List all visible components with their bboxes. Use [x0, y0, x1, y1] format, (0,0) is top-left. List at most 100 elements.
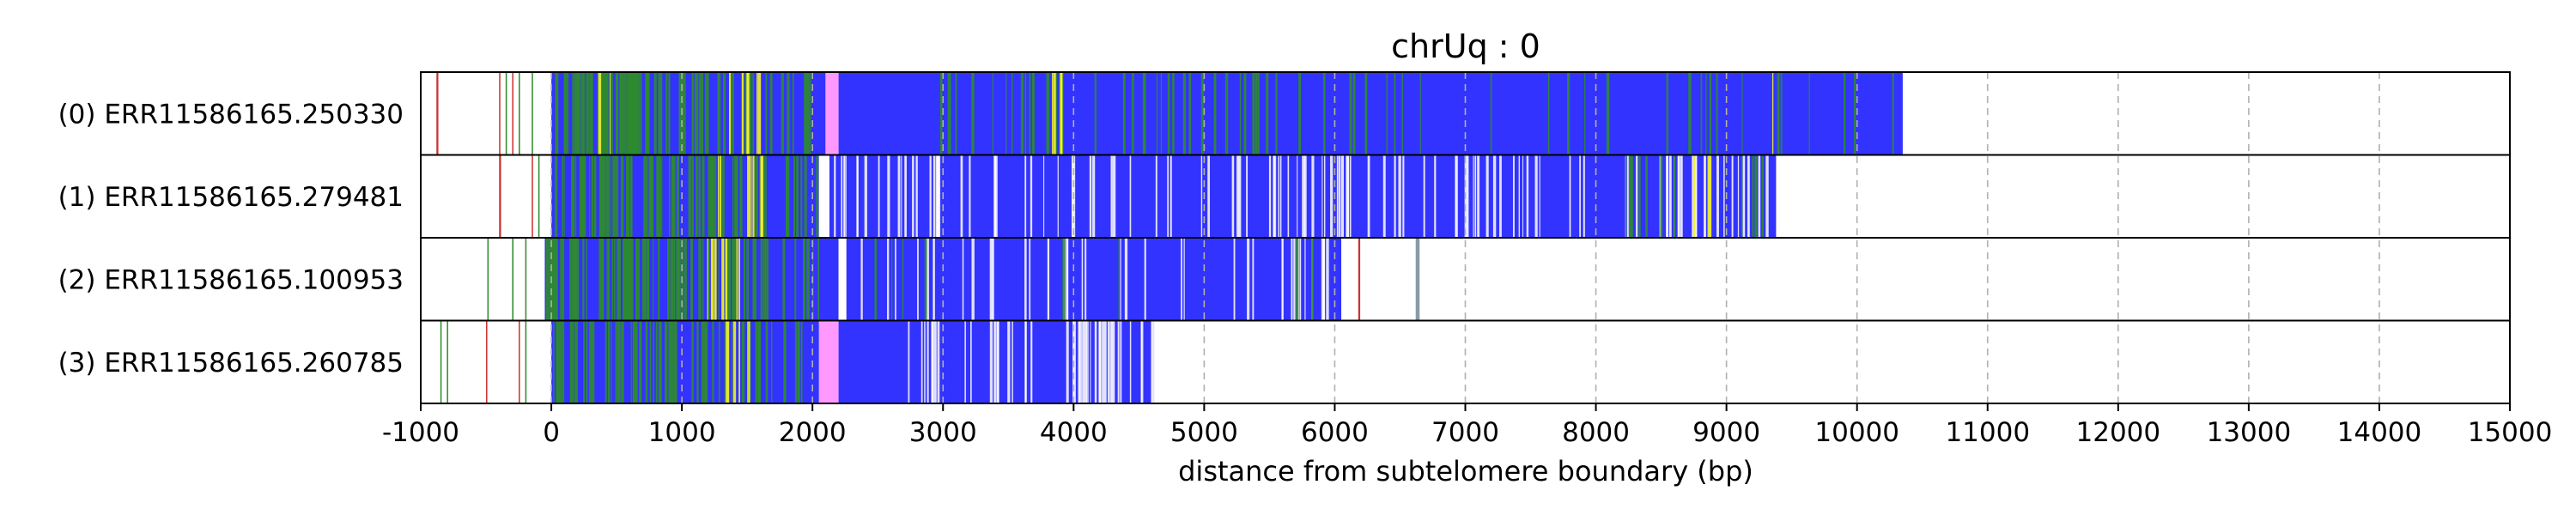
read-stripe	[620, 154, 624, 238]
read-stripe	[673, 238, 675, 321]
read-stripe	[1485, 154, 1489, 238]
read-stripe	[947, 72, 951, 155]
read-stripe	[630, 320, 632, 403]
read-stripe	[648, 154, 652, 238]
read-stripe	[891, 238, 893, 321]
read-stripe	[726, 320, 728, 403]
read-stripe	[1645, 154, 1648, 238]
read-stripe	[756, 72, 758, 155]
read-stripe	[580, 72, 584, 155]
read-stripe	[804, 154, 807, 238]
read-stripe	[1336, 154, 1339, 238]
read-stripe	[1569, 154, 1571, 238]
read-stripe	[991, 238, 994, 321]
read-stripe	[1808, 72, 1810, 155]
read-stripe	[626, 72, 630, 155]
read-stripe	[1110, 320, 1113, 403]
read-stripe	[887, 154, 890, 238]
read-stripe	[586, 72, 589, 155]
read-stripe	[643, 154, 647, 238]
read-stripe	[754, 154, 756, 238]
read-stripe	[582, 238, 585, 321]
read-stripe	[1275, 154, 1277, 238]
read-stripe	[989, 320, 993, 403]
read-stripe	[1273, 154, 1276, 238]
read-stripe	[1707, 154, 1710, 238]
read-stripe	[671, 238, 674, 321]
read-stripe	[708, 154, 711, 238]
read-stripe	[917, 238, 919, 321]
read-stripe	[746, 72, 749, 155]
read-stripe	[1338, 154, 1340, 238]
read-stripe	[1291, 238, 1293, 321]
read-stripe	[995, 154, 998, 238]
read-stripe	[750, 154, 751, 238]
read-stripe	[878, 154, 880, 238]
read-stripe	[727, 238, 731, 321]
read-stripe	[1716, 72, 1718, 155]
read-stripe	[1200, 154, 1203, 238]
read-stripe	[1132, 72, 1134, 155]
read-stripe	[787, 72, 790, 155]
read-segment	[525, 320, 527, 403]
read-stripe	[1246, 154, 1249, 238]
read-stripe	[755, 154, 758, 238]
read-stripe	[570, 320, 572, 403]
read-stripe	[589, 154, 591, 238]
read-stripe	[1094, 72, 1097, 155]
read-stripe	[1098, 320, 1102, 403]
read-segment	[499, 154, 501, 238]
read-stripe	[1275, 72, 1278, 155]
read-stripe	[895, 238, 896, 321]
read-segment	[818, 320, 839, 403]
read-stripe	[1423, 154, 1425, 238]
read-stripe	[1124, 238, 1128, 321]
read-stripe	[1140, 320, 1144, 403]
read-stripe	[631, 72, 634, 155]
read-stripe	[741, 320, 745, 403]
read-stripe	[1079, 320, 1082, 403]
read-stripe	[702, 154, 705, 238]
read-stripe	[605, 154, 609, 238]
read-stripe	[1492, 154, 1497, 238]
read-stripe	[788, 154, 790, 238]
read-stripe	[755, 238, 756, 321]
read-stripe	[1304, 238, 1306, 321]
read-stripe	[758, 320, 761, 403]
read-stripe	[690, 238, 694, 321]
read-stripe	[572, 154, 575, 238]
read-stripe	[1167, 154, 1170, 238]
read-stripe	[748, 320, 750, 403]
chart-title: chrUq : 0	[1391, 27, 1540, 65]
read-stripe	[926, 238, 929, 321]
read-stripe	[677, 154, 679, 238]
read-stripe	[600, 238, 605, 321]
read-stripe	[1182, 72, 1187, 155]
read-stripe	[1172, 72, 1175, 155]
read-stripe	[711, 154, 715, 238]
read-stripe	[729, 72, 733, 155]
read-stripe	[568, 238, 571, 321]
read-stripe	[800, 154, 803, 238]
read-stripe	[1455, 154, 1457, 238]
read-stripe	[843, 154, 845, 238]
read-stripe	[659, 72, 663, 155]
read-stripe	[1120, 320, 1122, 403]
read-stripe	[781, 72, 784, 155]
read-stripe	[682, 72, 684, 155]
read-stripe	[668, 154, 671, 238]
read-stripe	[639, 320, 642, 403]
read-stripe	[569, 238, 571, 321]
read-stripe	[625, 238, 629, 321]
read-stripe	[619, 72, 621, 155]
read-stripe	[1007, 320, 1011, 403]
read-stripe	[574, 72, 577, 155]
read-stripe	[744, 238, 746, 321]
read-stripe	[635, 238, 637, 321]
read-stripe	[578, 72, 581, 155]
read-stripe	[924, 320, 926, 403]
read-stripe	[575, 154, 577, 238]
read-stripe	[632, 320, 635, 403]
read-stripe	[805, 72, 810, 155]
read-stripe	[554, 238, 557, 321]
